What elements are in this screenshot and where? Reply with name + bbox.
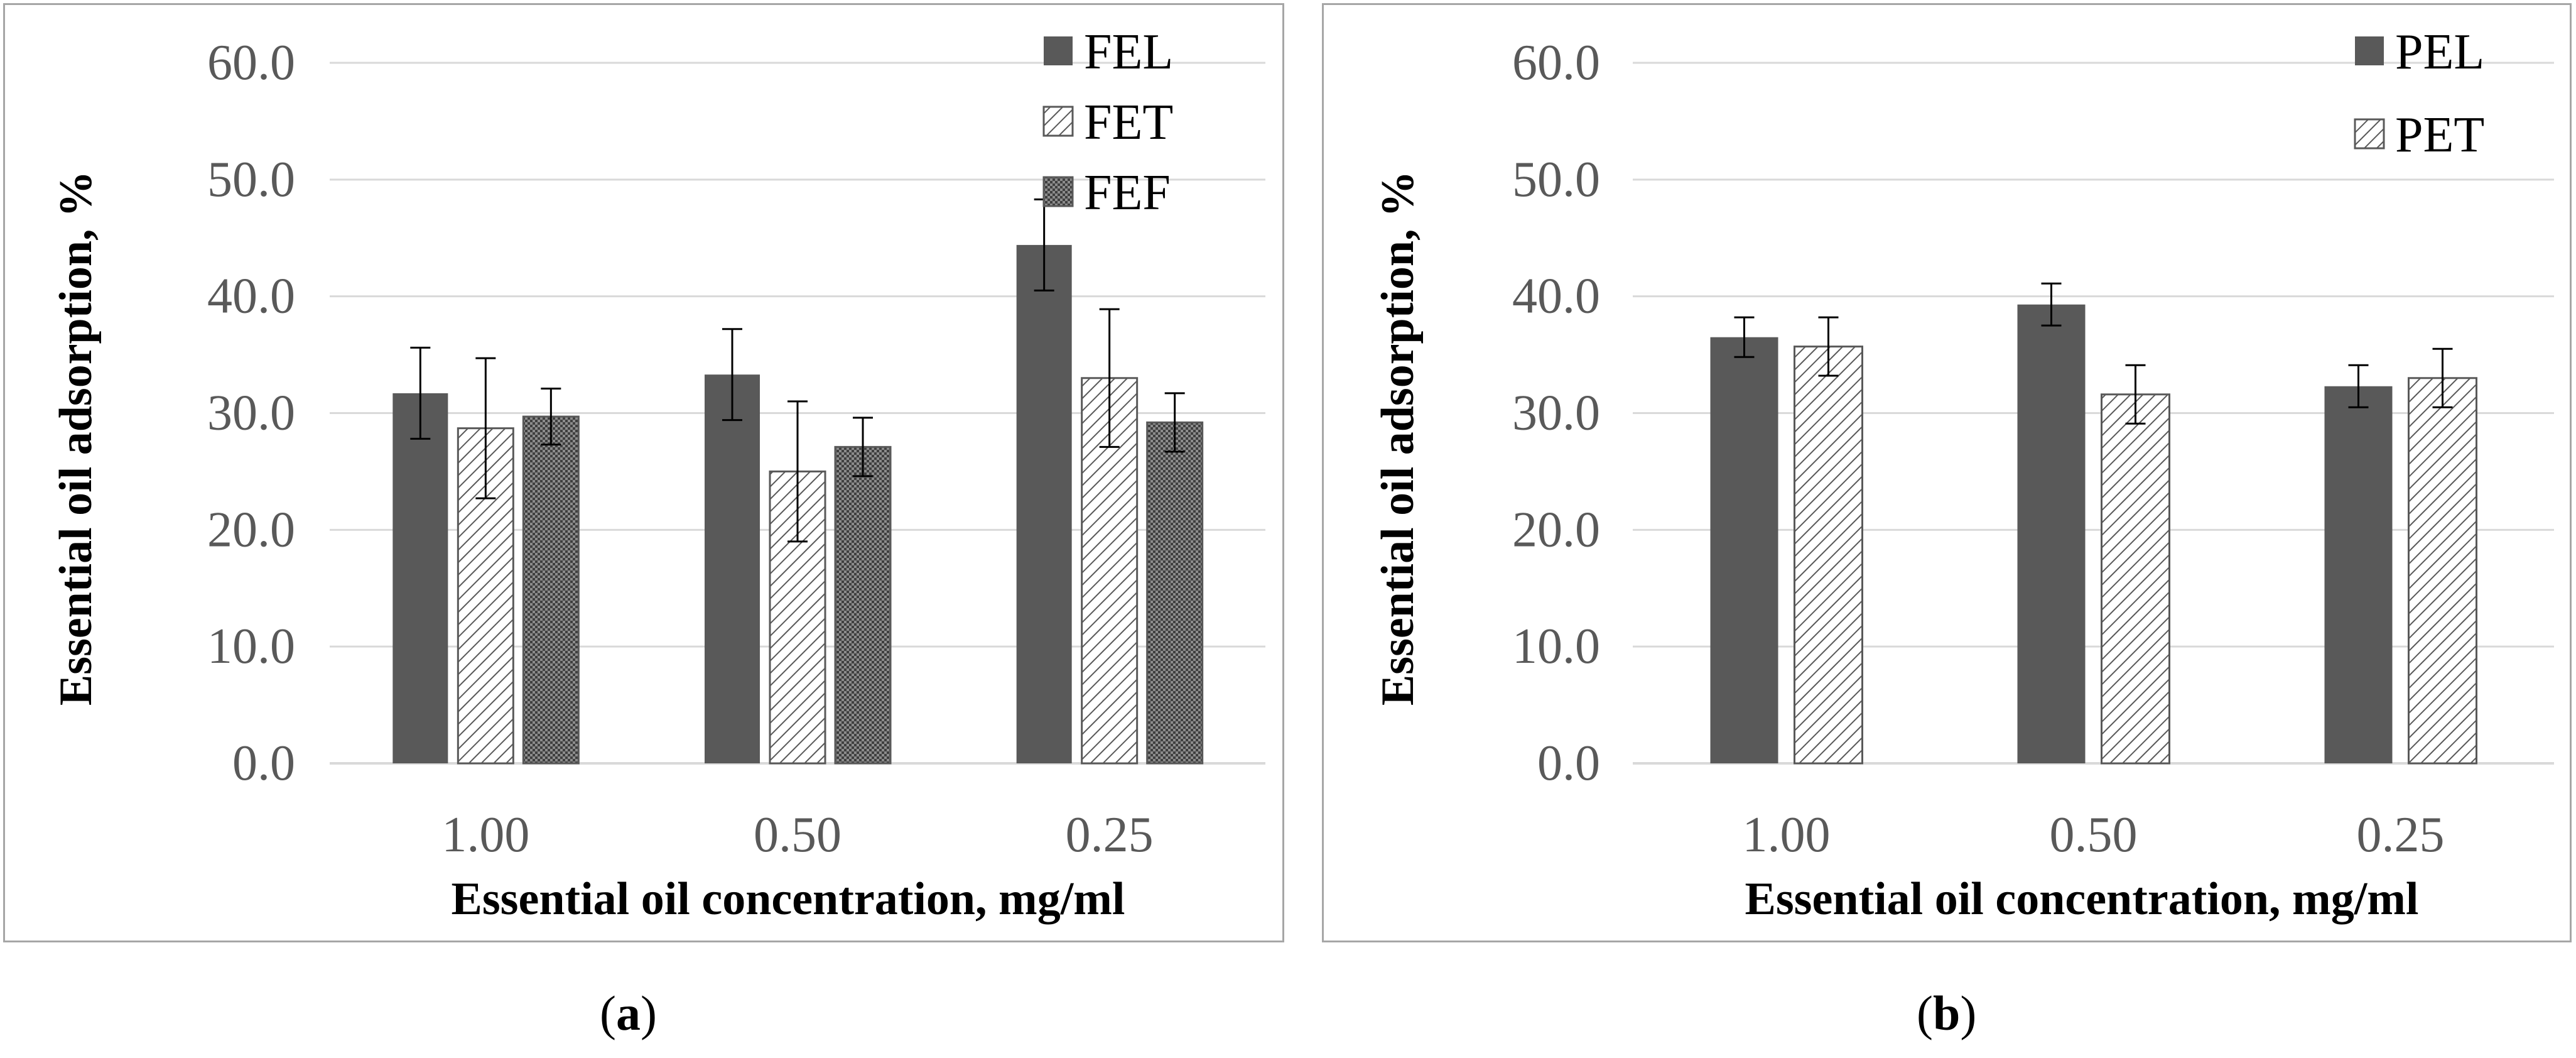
x-tick-label: 1.00	[1743, 807, 1831, 863]
y-tick-label: 10.0	[207, 619, 295, 674]
y-tick-label: 40.0	[1512, 269, 1600, 324]
legend-label-pel: PEL	[2395, 25, 2484, 80]
x-tick-label: 0.25	[1066, 807, 1154, 863]
y-tick-label: 0.0	[232, 736, 295, 791]
bar-fel	[392, 393, 448, 763]
bar-fef	[522, 415, 580, 765]
bar-pel	[2324, 386, 2393, 763]
bar-pel	[2017, 304, 2086, 763]
bar-fef	[834, 445, 892, 765]
bar-pet	[1794, 346, 1863, 765]
y-tick-label: 20.0	[207, 502, 295, 557]
bar-fet	[457, 427, 514, 765]
y-tick-label: 30.0	[207, 386, 295, 441]
legend-label-fel: FEL	[1084, 25, 1173, 80]
bar-fel	[705, 374, 760, 763]
y-tick-label: 60.0	[1512, 35, 1600, 90]
legend-swatch-pet	[2354, 118, 2385, 150]
chart-b: 0.0 10.0 20.0 30.0 40.0 50.0 60.0 1.00 0.50 0.25 E…	[1372, 25, 2554, 925]
legend-swatch-pel	[2355, 36, 2384, 65]
bar-fel	[1016, 244, 1072, 763]
bar-pet	[2101, 393, 2170, 765]
x-axis-title: Essential oil concentration, mg/ml	[1745, 873, 2419, 925]
y-tick-label: 50.0	[1512, 152, 1600, 207]
panel-label-b: (b)	[1917, 986, 1977, 1040]
panel-label-a: (a)	[600, 986, 657, 1040]
legend-swatch-fel	[1044, 36, 1073, 65]
legend-label-fet: FET	[1084, 95, 1173, 150]
x-tick-label: 0.50	[754, 807, 842, 863]
legend-swatch-fet	[1042, 106, 1074, 137]
chart-a: 0.0 10.0 20.0 30.0 40.0 50.0 60.0 1.00 0.50 0.25 E…	[50, 25, 1265, 925]
y-tick-label: 50.0	[207, 152, 295, 207]
legend-label-fef: FEF	[1084, 165, 1171, 221]
y-tick-label: 60.0	[207, 35, 295, 90]
bar-pet	[2408, 377, 2477, 765]
bar-fef	[1146, 421, 1204, 765]
y-axis-title: Essential oil adsorption, %	[50, 171, 102, 706]
y-tick-label: 30.0	[1512, 386, 1600, 441]
legend-swatch-fef	[1042, 176, 1074, 207]
bar-pel	[1710, 337, 1778, 763]
y-tick-label: 0.0	[1537, 736, 1600, 791]
y-tick-label: 10.0	[1512, 619, 1600, 674]
x-axis-title: Essential oil concentration, mg/ml	[452, 873, 1125, 925]
legend-label-pet: PET	[2395, 107, 2484, 163]
y-tick-label: 20.0	[1512, 502, 1600, 557]
x-tick-label: 1.00	[441, 807, 529, 863]
y-tick-label: 40.0	[207, 269, 295, 324]
y-axis-title: Essential oil adsorption, %	[1372, 171, 1424, 706]
x-tick-label: 0.50	[2050, 807, 2138, 863]
x-tick-label: 0.25	[2357, 807, 2445, 863]
